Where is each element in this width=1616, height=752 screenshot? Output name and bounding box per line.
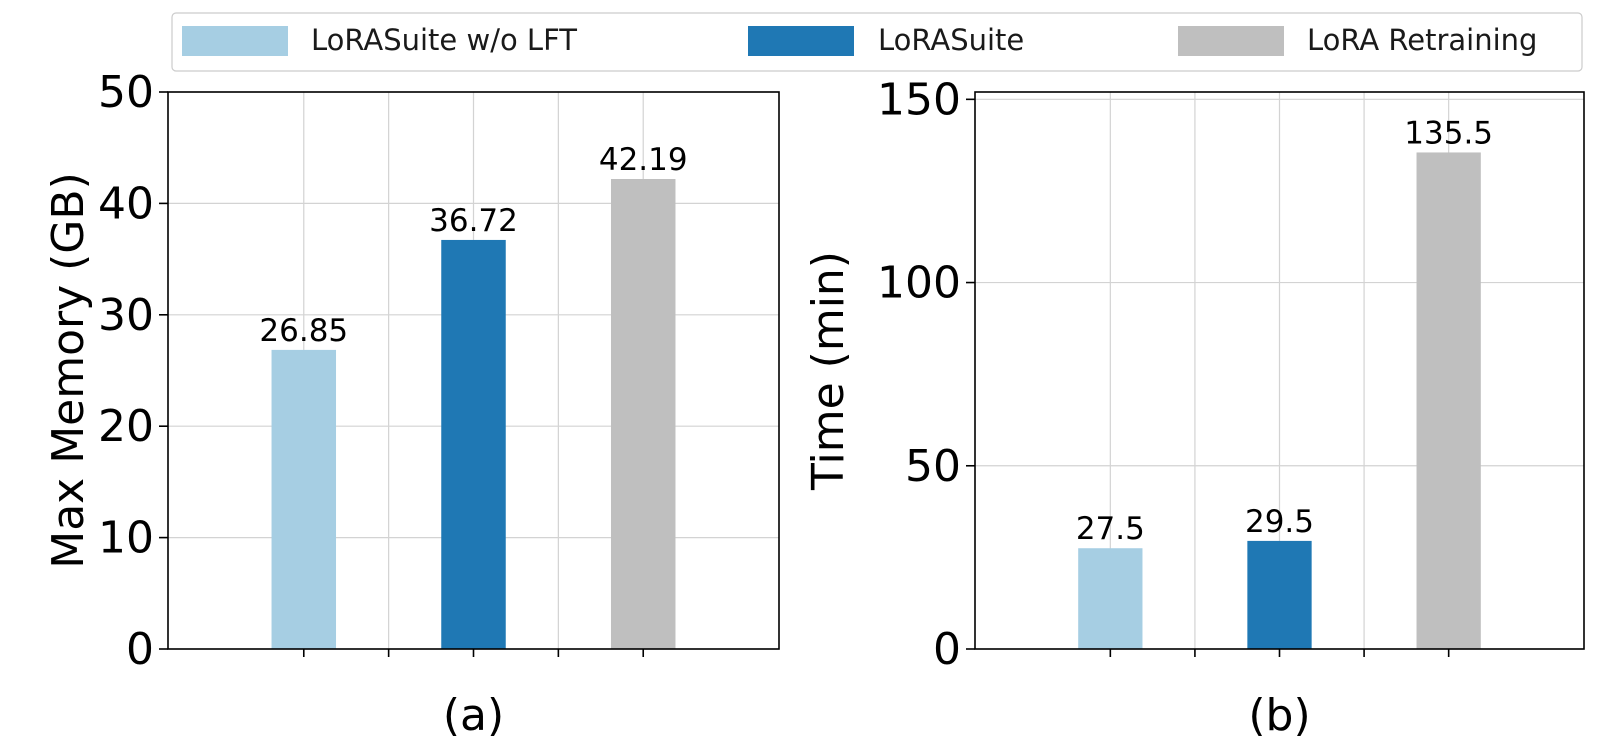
chart-panel-b: 0 50 100 150 27.5 29.5 135.5 Time (min) (b) — [803, 74, 1585, 741]
y-axis-label-a: Max Memory (GB) — [43, 172, 94, 569]
legend-label-0: LoRASuite w/o LFT — [311, 23, 577, 57]
bar-value-label-b-1: 29.5 — [1245, 504, 1314, 540]
bars-b — [1078, 152, 1481, 650]
legend: LoRASuite w/o LFT LoRASuite LoRA Retrain… — [171, 12, 1583, 72]
x-axis-label-a: (a) — [443, 690, 504, 741]
bar-a-1 — [441, 239, 506, 649]
y-tick-label-a-0: 0 — [126, 624, 154, 675]
bars-a — [271, 179, 676, 649]
bar-value-label-a-0: 26.85 — [259, 313, 348, 349]
bar-b-1 — [1247, 540, 1312, 649]
y-tick-label-b-0: 0 — [933, 624, 961, 675]
bar-value-label-b-0: 27.5 — [1076, 511, 1145, 547]
y-tick-label-a-4: 40 — [98, 178, 154, 229]
y-tick-label-a-5: 50 — [98, 67, 154, 118]
y-tick-label-b-2: 100 — [877, 258, 961, 309]
bar-value-label-a-1: 36.72 — [429, 203, 518, 239]
y-axis-label-b: Time (min) — [803, 251, 854, 491]
y-tick-label-a-2: 20 — [98, 401, 154, 452]
bar-b-0 — [1078, 548, 1143, 649]
y-tick-label-a-3: 30 — [98, 290, 154, 341]
labels-a: 0 10 20 30 40 50 26.85 36.72 42.19 — [98, 67, 688, 675]
bar-value-label-a-2: 42.19 — [599, 142, 688, 178]
bar-a-0 — [271, 349, 337, 649]
bar-b-2 — [1416, 152, 1481, 650]
legend-label-1: LoRASuite — [878, 23, 1024, 57]
y-tick-label-b-1: 50 — [905, 441, 961, 492]
y-tick-label-b-3: 150 — [877, 74, 961, 125]
legend-swatch-1 — [748, 26, 854, 56]
bar-a-2 — [610, 179, 676, 649]
legend-label-2: LoRA Retraining — [1307, 23, 1537, 57]
ticks-b — [966, 98, 1450, 657]
labels-b: 0 50 100 150 27.5 29.5 135.5 — [877, 74, 1493, 675]
x-axis-label-b: (b) — [1248, 690, 1310, 741]
ticks-a — [159, 91, 645, 657]
legend-swatch-2 — [1178, 26, 1284, 56]
chart-panel-a: 0 10 20 30 40 50 26.85 36.72 42.19 Max Memory (G… — [43, 67, 780, 741]
legend-swatch-0 — [182, 26, 288, 56]
bar-value-label-b-2: 135.5 — [1404, 115, 1493, 151]
y-tick-label-a-1: 10 — [98, 513, 154, 564]
